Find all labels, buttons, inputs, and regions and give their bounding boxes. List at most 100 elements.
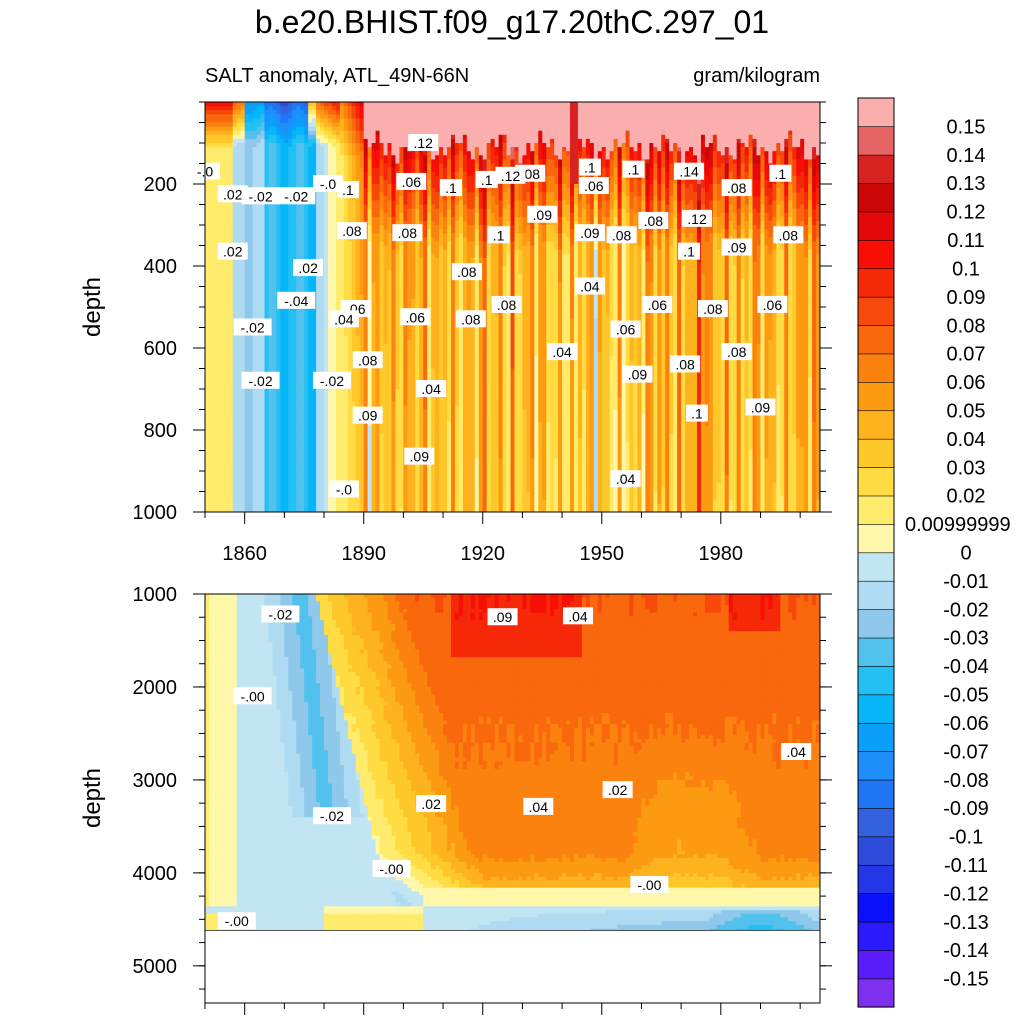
lower-frame [204,593,821,1004]
upper-contour-label: .08 [455,310,486,328]
upper-contour-label: .12 [682,209,712,227]
lower-y-tick-label: 4000 [133,863,178,885]
colorbar-swatch [857,921,895,951]
colorbar-label: -0.11 [944,855,988,877]
colorbar-swatch [857,438,895,468]
upper-contour-label: .04 [574,277,605,295]
colorbar-swatch [857,324,895,355]
colorbar-swatch [857,779,895,809]
colorbar-swatch [857,552,895,582]
colorbar-swatch [857,751,895,781]
upper-contour-label: .08 [336,222,367,240]
upper-x-tick-label: 1980 [699,543,744,565]
upper-contour-label: -.02 [241,187,280,205]
lower-contour-labels: -.02 .09 .04 -.00 .04 .02 -.02 .02 .04 -.00 -.00 -.… [217,605,812,930]
colorbar-swatch [857,836,895,866]
colorbar-label: -0.02 [943,599,989,621]
colorbar-swatch [857,296,895,326]
upper-contour-label: .09 [574,224,605,242]
colorbar-label: -0.01 [943,571,989,593]
upper-y-tick-label: 800 [144,420,177,442]
lower-panel: -.02 .09 .04 -.00 .04 .02 -.02 .02 .04 -.00 -.00 -.… [79,584,832,1015]
upper-x-tick-label: 1950 [580,543,625,565]
upper-contour-label: .09 [721,238,752,256]
lower-contour-fill [205,594,820,1003]
upper-contour-label: .14 [674,162,705,180]
upper-contour-label: -.02 [241,371,280,389]
upper-y-tick-label: 400 [144,256,177,278]
colorbar-label: -0.03 [943,628,989,650]
lower-contour-label: -.00 [372,860,411,878]
colorbar-label: 0.12 [947,202,986,224]
lower-contour-label: .09 [487,608,518,626]
lower-axes: 1000 2000 3000 4000 5000 [133,584,832,1015]
upper-contour-label: .08 [392,224,423,242]
colorbar-swatch [857,239,895,270]
colorbar-label: 0.07 [947,344,986,366]
upper-contour-label: .06 [610,320,641,338]
upper-y-tick-label: 600 [144,338,177,360]
upper-contour-label: .08 [721,179,752,197]
colorbar-label: -0.15 [943,969,989,991]
upper-contour-label: .04 [610,470,641,488]
upper-contour-label: .12 [408,134,439,151]
colorbar-label: 0 [960,543,971,565]
upper-y-tick-label: 200 [144,174,177,196]
lower-ylabel: depth [79,768,106,828]
colorbar-swatch [857,609,895,639]
lower-contour-label: .02 [602,781,633,799]
upper-contour-label: .06 [578,177,609,195]
colorbar-swatch [857,523,895,554]
upper-y-tick-label: 1000 [133,502,178,524]
upper-contour-label: .1 [487,226,510,244]
lower-y-tick-label: 2000 [133,677,178,699]
lower-contour-label: .04 [781,743,812,761]
colorbar-swatch [857,410,895,440]
upper-contour-label: .08 [491,295,522,313]
colorbar-label: -0.08 [943,770,989,792]
lower-contour-label: -.00 [217,912,256,930]
upper-contour-label: .09 [622,365,653,383]
upper-contour-label: .04 [328,310,359,328]
upper-contour-label: .1 [440,179,462,197]
upper-contour-label: .02 [217,242,248,260]
colorbar-label: 0.02 [947,486,986,508]
colorbar-swatch [857,949,895,980]
upper-contour-label: .06 [757,295,788,313]
colorbar-label: -0.1 [949,827,983,849]
colorbar-swatch [857,154,895,184]
colorbar-swatch [857,722,895,752]
upper-contour-label: .08 [352,351,383,369]
lower-y-tick-label: 1000 [133,584,178,606]
colorbar-swatch [857,807,895,838]
colorbar-label: 0.06 [947,372,986,394]
upper-contour-label: .1 [336,181,359,199]
upper-contour-label: .1 [686,404,708,422]
colorbar-label: 0.03 [947,457,986,479]
lower-contour-label: -.00 [233,687,272,705]
colorbar-swatch [857,268,895,298]
upper-contour-label: .04 [547,343,578,361]
colorbar-swatch [857,665,895,696]
upper-contour-label: -.02 [312,371,351,389]
colorbar-label: 0.14 [947,145,986,167]
upper-contour-label: .08 [773,226,804,244]
upper-contour-label: .1 [475,170,498,188]
upper-contour-label: -.02 [277,187,316,205]
upper-contour-label: .08 [638,211,669,229]
upper-contour-label: .04 [416,380,447,397]
upper-contour-label: .08 [697,300,728,318]
colorbar-label: 0.04 [947,429,986,451]
lower-contour-label: .04 [562,607,593,625]
colorbar-swatch [857,381,895,412]
upper-contour-label: .1 [678,242,701,260]
colorbar-swatch [857,495,895,525]
upper-contour-label: .08 [670,355,701,373]
upper-contour-label: .09 [404,447,435,465]
upper-contour-label: .08 [451,263,482,281]
colorbar-label: -0.04 [943,656,989,678]
colorbar-label: -0.14 [943,940,989,962]
upper-contour-label: .12 [495,166,526,184]
upper-contour-label: .06 [400,308,431,326]
upper-contour-label: .06 [396,172,427,190]
